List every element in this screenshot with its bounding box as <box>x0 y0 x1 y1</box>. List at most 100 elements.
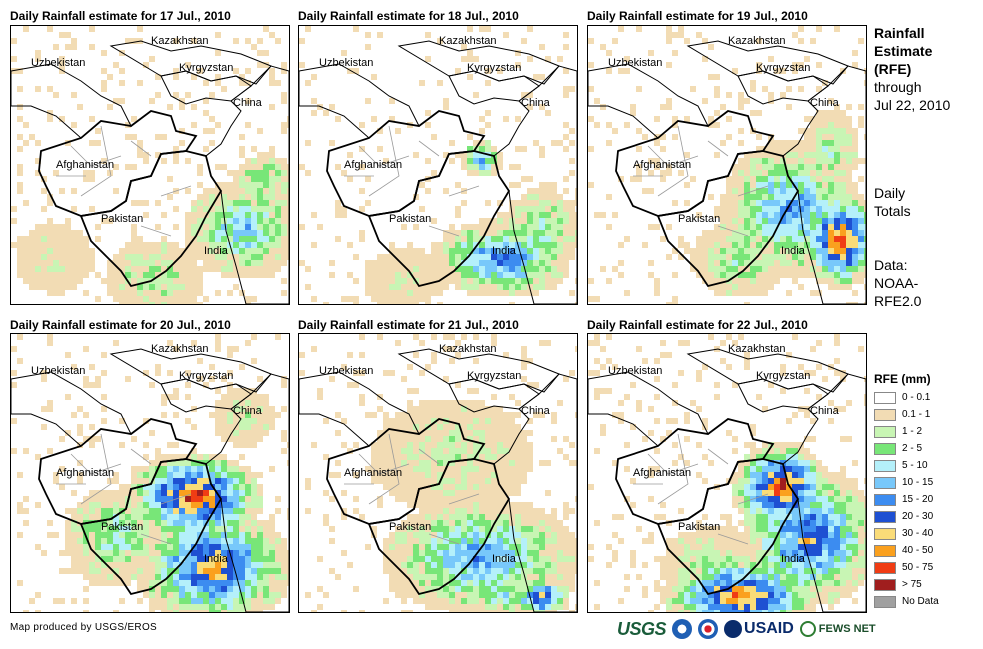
kazakhstan-label: Kazakhstan <box>728 35 785 47</box>
pakistan-label: Pakistan <box>678 521 720 533</box>
data-source-note: Data: NOAA- RFE2.0 <box>874 256 921 310</box>
legend-item: 0 - 0.1 <box>874 389 939 406</box>
afghanistan-label: Afghanistan <box>633 159 691 171</box>
china-label: China <box>810 97 840 109</box>
legend-label: 30 - 40 <box>902 528 934 539</box>
province-boundaries <box>344 433 480 545</box>
pakistan-border <box>79 458 223 596</box>
legend-label: 0.1 - 1 <box>902 409 931 420</box>
pakistan-label: Pakistan <box>389 521 431 533</box>
daily-totals-note: Daily Totals <box>874 184 911 220</box>
pakistan-border <box>79 150 223 288</box>
kyrgyzstan-label: Kyrgyzstan <box>179 62 233 74</box>
uzbekistan-label: Uzbekistan <box>319 365 373 377</box>
legend-label: 2 - 5 <box>902 443 923 454</box>
legend-item: 1 - 2 <box>874 423 939 440</box>
legend-swatch <box>874 408 896 421</box>
legend-swatch <box>874 595 896 608</box>
panel-title: Daily Rainfall estimate for 21 Jul., 201… <box>298 318 519 332</box>
noaa-logo <box>672 619 693 639</box>
legend-swatch <box>874 510 896 523</box>
india-label: India <box>204 553 229 565</box>
nws-logo <box>698 619 719 639</box>
legend-swatch <box>874 544 896 557</box>
kazakhstan-label: Kazakhstan <box>151 35 208 47</box>
afghanistan-label: Afghanistan <box>56 159 114 171</box>
pakistan-border <box>656 150 800 288</box>
panel-title: Daily Rainfall estimate for 18 Jul., 201… <box>298 9 519 23</box>
kyrgyzstan-label: Kyrgyzstan <box>179 370 233 382</box>
pakistan-border <box>367 150 511 288</box>
legend-item: 5 - 10 <box>874 457 939 474</box>
legend-item: 50 - 75 <box>874 559 939 576</box>
legend-item: No Data <box>874 593 939 610</box>
province-boundaries <box>633 125 769 237</box>
legend-swatch <box>874 476 896 489</box>
kazakhstan-label: Kazakhstan <box>151 343 208 355</box>
legend-swatch <box>874 391 896 404</box>
legend-item: 20 - 30 <box>874 508 939 525</box>
province-boundaries <box>56 125 192 237</box>
legend-item: 0.1 - 1 <box>874 406 939 423</box>
kazakhstan-label: Kazakhstan <box>728 343 785 355</box>
afghanistan-label: Afghanistan <box>56 467 114 479</box>
india-label: India <box>492 553 517 565</box>
legend-item: 30 - 40 <box>874 525 939 542</box>
rainfall-map: Kazakhstan Uzbekistan Kyrgyzstan China Afgha… <box>587 333 867 613</box>
province-boundaries <box>633 433 769 545</box>
rainfall-raster <box>11 26 289 304</box>
afghanistan-label: Afghanistan <box>633 467 691 479</box>
pakistan-label: Pakistan <box>101 521 143 533</box>
province-boundaries <box>344 125 480 237</box>
china-label: China <box>521 405 551 417</box>
legend-swatch <box>874 561 896 574</box>
map-svg: Kazakhstan Uzbekistan Kyrgyzstan China Afgha… <box>588 26 866 304</box>
legend-swatch <box>874 442 896 455</box>
pakistan-label: Pakistan <box>678 213 720 225</box>
legend-label: 20 - 30 <box>902 511 934 522</box>
legend-label: 0 - 0.1 <box>902 392 931 403</box>
legend-swatch <box>874 493 896 506</box>
legend-label: > 75 <box>902 579 922 590</box>
legend-item: 15 - 20 <box>874 491 939 508</box>
china-label: China <box>521 97 551 109</box>
pakistan-border <box>367 458 511 596</box>
legend-swatch <box>874 578 896 591</box>
kyrgyzstan-label: Kyrgyzstan <box>756 62 810 74</box>
rainfall-map: Kazakhstan Uzbekistan Kyrgyzstan China Afgha… <box>10 333 290 613</box>
panel-title: Daily Rainfall estimate for 19 Jul., 201… <box>587 9 808 23</box>
title-line-1: Rainfall <box>874 25 925 41</box>
map-svg: Kazakhstan Uzbekistan Kyrgyzstan China Afgha… <box>299 26 577 304</box>
legend-item: > 75 <box>874 576 939 593</box>
uzbekistan-label: Uzbekistan <box>608 57 662 69</box>
rainfall-raster <box>299 26 577 304</box>
daily-line-1: Daily <box>874 185 906 201</box>
legend-item: 10 - 15 <box>874 474 939 491</box>
data-line-2: NOAA- <box>874 275 919 291</box>
map-svg: Kazakhstan Uzbekistan Kyrgyzstan China Afgha… <box>588 334 866 612</box>
data-line-3: RFE2.0 <box>874 293 922 309</box>
legend-swatch <box>874 459 896 472</box>
uzbekistan-label: Uzbekistan <box>31 365 85 377</box>
usgs-logo: USGS <box>617 618 667 639</box>
rainfall-map: Kazakhstan Uzbekistan Kyrgyzstan China Afgha… <box>587 25 867 305</box>
india-label: India <box>204 245 229 257</box>
legend-label: 50 - 75 <box>902 562 934 573</box>
rainfall-raster <box>299 334 577 612</box>
china-label: China <box>233 97 263 109</box>
legend-label: 1 - 2 <box>902 426 923 437</box>
uzbekistan-label: Uzbekistan <box>608 365 662 377</box>
pakistan-border <box>656 458 800 596</box>
kyrgyzstan-label: Kyrgyzstan <box>467 62 521 74</box>
rfe-legend: RFE (mm) 0 - 0.1 0.1 - 1 1 - 2 2 - 5 5 - 10 1… <box>874 372 939 610</box>
title-line-4: through <box>874 79 922 95</box>
legend-swatch <box>874 527 896 540</box>
rainfall-map: Kazakhstan Uzbekistan Kyrgyzstan China Afgha… <box>10 25 290 305</box>
panel-title: Daily Rainfall estimate for 20 Jul., 201… <box>10 318 231 332</box>
legend-label: 10 - 15 <box>902 477 934 488</box>
logo-strip: USGS USAID FEWS NET <box>617 616 882 642</box>
rainfall-map: Kazakhstan Uzbekistan Kyrgyzstan China Afgha… <box>298 333 578 613</box>
pakistan-label: Pakistan <box>389 213 431 225</box>
legend-label: 40 - 50 <box>902 545 934 556</box>
pakistan-label: Pakistan <box>101 213 143 225</box>
